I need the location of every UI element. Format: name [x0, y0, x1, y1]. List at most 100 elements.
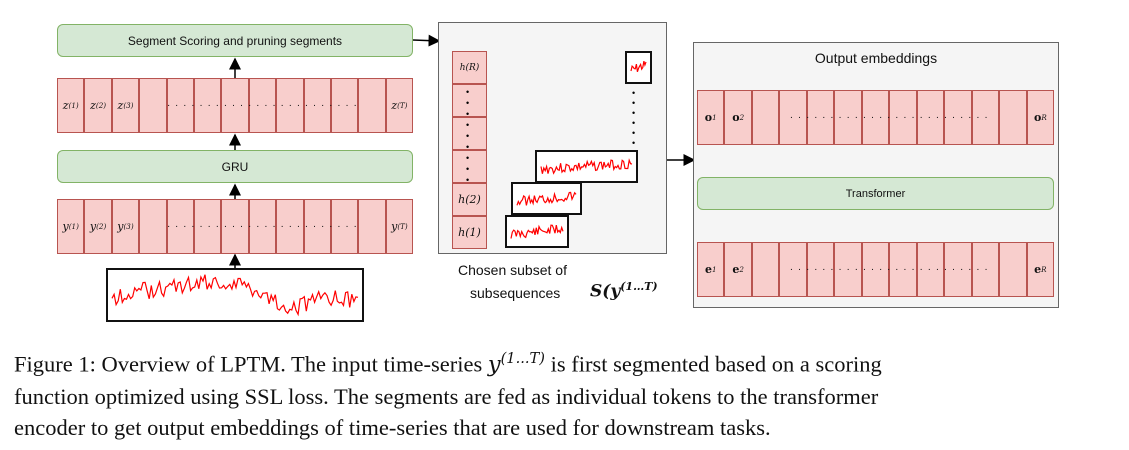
cell-symbol: o	[1033, 111, 1042, 124]
sequence-cell	[944, 242, 972, 297]
output-embeddings-title: Output embeddings	[814, 50, 938, 66]
dot: •	[632, 88, 636, 98]
dot: •	[466, 131, 470, 141]
h-label: h(R)	[459, 62, 480, 73]
series-polyline	[111, 274, 359, 317]
dot: •	[466, 98, 470, 108]
sequence-cell	[806, 90, 835, 145]
sequence-cell	[303, 78, 331, 133]
subset-math: S(y(1…T)	[590, 280, 658, 302]
cell-index: (2)	[95, 101, 107, 110]
caption-math-sup: (1...T)	[500, 350, 545, 367]
sequence-cell	[139, 199, 167, 254]
dot: •	[466, 120, 470, 130]
caption-line-3: encoder to get output embeddings of time…	[14, 414, 771, 440]
sequence-cell	[330, 199, 359, 254]
cell-symbol: e	[704, 263, 712, 276]
sequence-cell: z (2)	[84, 78, 112, 133]
segment-line	[630, 60, 647, 72]
sequence-cell	[358, 199, 386, 254]
sequence-cell	[248, 199, 277, 254]
cell-index: 2	[739, 265, 744, 274]
sequence-cell	[889, 90, 917, 145]
cell-index: (1)	[68, 222, 79, 231]
sequence-cell	[221, 199, 249, 254]
e-row: e 1 e 2 e R · · · · · · · · · · · · · · · · · …	[697, 242, 1055, 297]
cell-symbol: y	[117, 220, 124, 233]
sequence-cell	[358, 78, 386, 133]
sequence-cell	[916, 90, 945, 145]
series-polyline	[510, 224, 564, 239]
math-sup: (1…T)	[620, 280, 658, 293]
series-polyline	[540, 158, 633, 175]
sequence-cell: z (1)	[57, 78, 85, 133]
sequence-cell	[916, 242, 945, 297]
sequence-cell: y (T)	[385, 199, 414, 254]
math-s: S(y	[590, 281, 621, 302]
cell-symbol: y	[62, 220, 69, 233]
sequence-cell	[248, 78, 277, 133]
cell-index: (T)	[397, 222, 408, 231]
sequence-cell	[139, 78, 167, 133]
cell-symbol: o	[732, 111, 740, 124]
subset-label-line2: subsequences	[470, 285, 561, 301]
transformer-label: Transformer	[845, 187, 906, 200]
h-cell	[452, 117, 487, 150]
cell-index: (3)	[123, 222, 134, 231]
cell-symbol: e	[1034, 263, 1042, 276]
sequence-cell	[276, 78, 304, 133]
cell-symbol: y	[89, 220, 97, 233]
sequence-cell	[834, 90, 862, 145]
sequence-cell	[944, 90, 972, 145]
caption-math: y	[487, 351, 501, 378]
dot: •	[632, 118, 636, 128]
cell-index: 1	[712, 113, 717, 122]
h-cell: h(R)	[452, 51, 487, 84]
dot: •	[466, 142, 470, 152]
sequence-cell	[999, 242, 1027, 297]
sequence-cell	[971, 90, 1000, 145]
sequence-cell: z (T)	[385, 78, 414, 133]
segment-scoring-block: Segment Scoring and pruning segments	[57, 24, 413, 57]
dot: •	[466, 175, 470, 185]
sequence-cell	[193, 78, 222, 133]
z-row: z (1) z (2) z (3) z (T) · · · · · · · · · · · · …	[57, 78, 414, 133]
sequence-cell: y (3)	[111, 199, 140, 254]
segment-line	[510, 224, 564, 239]
gru-label: GRU	[221, 159, 249, 174]
cell-index: 2	[739, 113, 745, 122]
arrow-scoring-to-subset	[412, 34, 441, 47]
segment-scoring-label: Segment Scoring and pruning segments	[127, 33, 343, 48]
transformer-block: Transformer	[697, 177, 1054, 210]
figure-caption: Figure 1: Overview of LPTM. The input ti…	[14, 343, 882, 443]
sequence-cell	[276, 199, 304, 254]
h-label: h(1)	[458, 226, 481, 239]
cell-index: (2)	[96, 222, 107, 231]
sequence-cell	[889, 242, 917, 297]
sequence-cell	[779, 242, 807, 297]
sequence-cell	[330, 78, 359, 133]
sequence-cell	[193, 199, 222, 254]
caption-text: Figure 1: Overview of LPTM. The input ti…	[14, 351, 488, 377]
sequence-cell	[834, 242, 862, 297]
segment-1	[505, 215, 569, 248]
sequence-cell	[779, 90, 807, 145]
h-cell: h(2)	[452, 183, 487, 216]
segment-line	[540, 158, 633, 175]
sequence-cell	[999, 90, 1027, 145]
dot: •	[466, 164, 470, 174]
cell-index: 1	[711, 265, 717, 274]
sequence-cell	[861, 242, 890, 297]
cell-symbol: o	[704, 111, 713, 124]
cell-symbol: e	[732, 263, 740, 276]
dot: •	[466, 87, 470, 97]
series-polyline	[630, 60, 647, 72]
cell-symbol: y	[391, 220, 398, 233]
h-label: h(2)	[458, 193, 481, 206]
cell-symbol: z	[391, 99, 398, 112]
segment-line	[516, 191, 577, 206]
